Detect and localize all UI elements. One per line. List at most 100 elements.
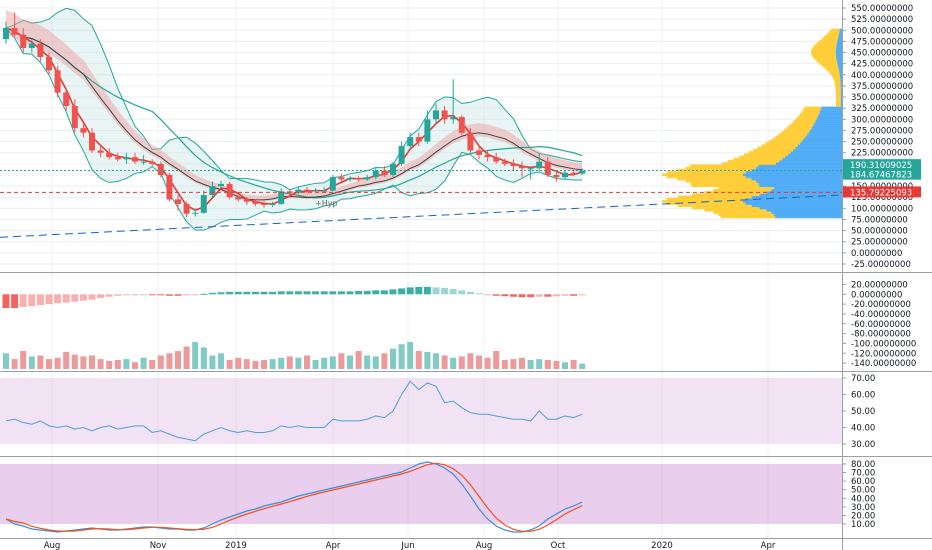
candle-body bbox=[510, 163, 517, 167]
macd-bar bbox=[346, 291, 354, 295]
axis-tick-label: -80.00000000 bbox=[851, 330, 911, 340]
volume-bar bbox=[338, 353, 345, 369]
macd-bar bbox=[191, 294, 199, 296]
volume-bar bbox=[570, 360, 577, 369]
volume-profile-bar bbox=[836, 46, 842, 50]
volume-bar bbox=[54, 357, 61, 369]
volume-profile-bar bbox=[840, 102, 842, 105]
candle-body bbox=[476, 150, 482, 155]
volume-profile-bar bbox=[835, 90, 841, 94]
time-axis-label: Aug bbox=[476, 541, 493, 550]
macd-bar bbox=[552, 294, 560, 297]
volume-profile-bar bbox=[801, 139, 842, 143]
volume-bar bbox=[209, 355, 216, 369]
volume-profile-bar bbox=[713, 211, 772, 214]
candle-body bbox=[28, 43, 35, 49]
volume-profile-bar bbox=[775, 215, 842, 219]
volume-profile-bar bbox=[733, 157, 783, 161]
macd-bar bbox=[36, 294, 44, 306]
macd-bar bbox=[269, 291, 277, 295]
volume-profile-bar bbox=[840, 77, 842, 81]
candle-body bbox=[295, 189, 302, 193]
volume-profile-bar bbox=[814, 122, 842, 125]
axis-tick-label: 70.00 bbox=[851, 374, 875, 384]
volume-profile-bar bbox=[791, 122, 815, 125]
macd-bar bbox=[105, 294, 113, 297]
moving-averages bbox=[5, 10, 583, 211]
volume-profile-bar bbox=[826, 33, 839, 36]
macd-bar bbox=[509, 294, 517, 297]
volume-profile-bar bbox=[757, 146, 796, 150]
macd-bar bbox=[501, 294, 509, 297]
volume-profile-bar bbox=[785, 155, 842, 159]
volume-bar bbox=[441, 355, 448, 369]
candle-body bbox=[192, 212, 199, 214]
candle-body bbox=[54, 70, 61, 93]
volume-profile-bar bbox=[835, 93, 841, 96]
trend-line bbox=[0, 194, 842, 238]
macd-bar bbox=[441, 287, 449, 295]
volume-profile-bar bbox=[836, 59, 842, 63]
volume-profile-bar bbox=[837, 64, 842, 67]
volume-profile-bar bbox=[834, 82, 841, 85]
axis-tick-label: -100.00000000 bbox=[851, 339, 916, 349]
macd-bar bbox=[389, 289, 397, 295]
volume-bar bbox=[89, 355, 95, 369]
volume-bar bbox=[3, 353, 9, 369]
volume-bar bbox=[80, 356, 87, 369]
candle-body bbox=[20, 34, 27, 49]
volume-profile-bar bbox=[756, 166, 842, 170]
volume-bar bbox=[579, 363, 586, 369]
volume-profile-bar bbox=[797, 115, 818, 119]
macd-axis[interactable]: 20.000000000.00000000-20.00000000-40.000… bbox=[842, 280, 916, 369]
candle-body bbox=[562, 172, 568, 178]
candle-body bbox=[381, 170, 388, 175]
volume-profile-bar bbox=[758, 182, 842, 185]
price-axis[interactable]: 550.00000000525.00000000500.00000000475.… bbox=[842, 4, 913, 270]
candle-body bbox=[97, 150, 104, 153]
volume-profile-bar bbox=[835, 97, 841, 101]
candle-body bbox=[114, 157, 121, 160]
axis-tick-label: 50.00 bbox=[851, 407, 875, 417]
candle-body bbox=[209, 186, 216, 195]
macd-bar bbox=[217, 292, 225, 295]
volume-profile-bar bbox=[824, 66, 839, 70]
volume-profile-bar bbox=[808, 131, 842, 134]
volume-profile-bar bbox=[677, 177, 752, 181]
volume-profile-bar bbox=[828, 70, 840, 74]
macd-bar bbox=[312, 291, 320, 295]
volume-bar bbox=[407, 342, 414, 369]
candle-body bbox=[71, 105, 78, 129]
volume-profile-bar bbox=[840, 84, 842, 87]
volume-profile-bar bbox=[812, 46, 837, 50]
candle-body bbox=[278, 191, 285, 204]
volume-profile-bar bbox=[839, 28, 842, 32]
volume-profile-bar bbox=[821, 106, 842, 110]
volume-bar bbox=[192, 342, 199, 369]
rsi-axis[interactable]: 70.00 60.00 50.00 40.00 30.00 bbox=[842, 374, 875, 450]
volume-profile-bar bbox=[662, 200, 743, 203]
volume-profile-bar bbox=[835, 99, 841, 103]
volume-profile-bar bbox=[751, 204, 842, 208]
volume-bar bbox=[235, 357, 242, 369]
volume-bar bbox=[493, 351, 500, 369]
volume-bar bbox=[37, 355, 44, 369]
candle-body bbox=[433, 110, 439, 120]
volume-bar bbox=[372, 356, 379, 369]
macd-bar bbox=[286, 291, 294, 295]
volume-profile-bar bbox=[820, 108, 842, 112]
axis-tick-label: 275.00000000 bbox=[851, 126, 913, 136]
volume-bar bbox=[157, 355, 164, 369]
macd-bar bbox=[406, 287, 414, 295]
volume-bar bbox=[123, 359, 130, 369]
time-axis[interactable]: Aug Nov 2019 Apr Jun Aug Oct 2020 Apr bbox=[44, 541, 776, 550]
time-axis-label: 2019 bbox=[225, 541, 247, 550]
candle-body bbox=[527, 168, 534, 170]
volume-profile-bar bbox=[811, 50, 836, 54]
volume-bar bbox=[347, 355, 353, 369]
volume-profile-bar bbox=[788, 153, 842, 156]
volume-profile-bar bbox=[781, 131, 809, 134]
axis-tick-label: 50.00000000 bbox=[851, 227, 908, 237]
macd-bar bbox=[398, 288, 406, 295]
